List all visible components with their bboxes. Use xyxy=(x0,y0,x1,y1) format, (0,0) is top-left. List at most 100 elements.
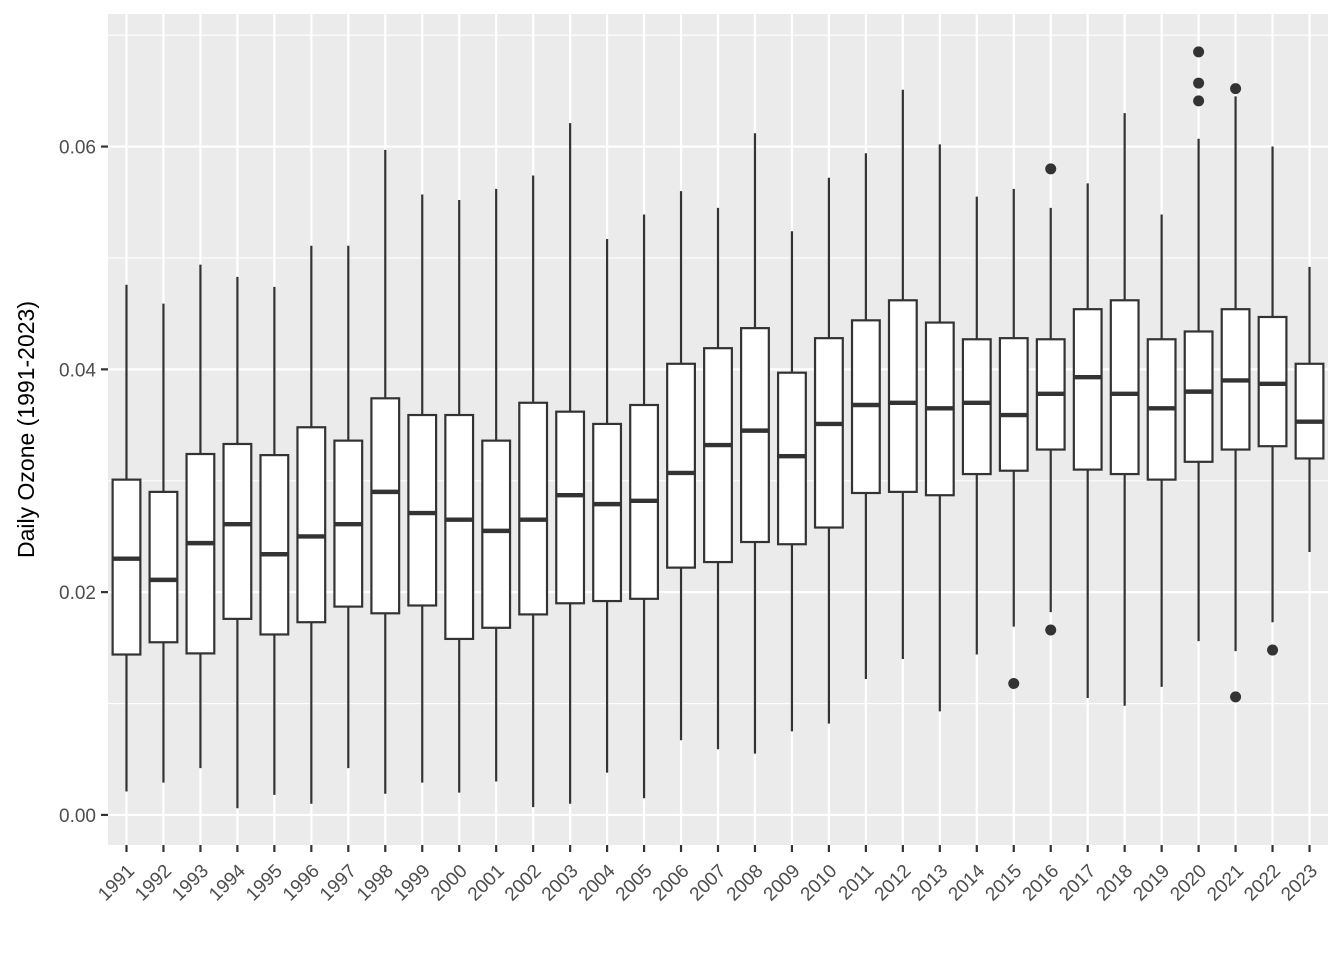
x-tick-label: 2006 xyxy=(649,861,694,906)
box-2002 xyxy=(518,175,549,808)
box-2023 xyxy=(1294,266,1325,553)
box-1998 xyxy=(370,149,401,794)
x-tick-label: 2003 xyxy=(538,861,583,906)
x-tick-label: 2015 xyxy=(982,861,1027,906)
x-tick-label: 1996 xyxy=(279,861,324,906)
box-iqr xyxy=(1294,362,1325,460)
box-2009 xyxy=(776,231,807,732)
x-tick-label: 2020 xyxy=(1166,861,1211,906)
box-2022 xyxy=(1257,146,1288,656)
x-tick-label: 2011 xyxy=(835,861,879,905)
box-iqr xyxy=(740,327,770,544)
box-iqr xyxy=(592,422,623,603)
x-axis: 1991199219931994199519961997199819992000… xyxy=(94,845,1322,905)
x-tick-label: 2014 xyxy=(945,860,990,905)
box-2003 xyxy=(555,123,586,804)
box-iqr xyxy=(111,478,142,656)
x-tick-label: 1991 xyxy=(94,861,139,906)
box-2015 xyxy=(998,188,1029,689)
x-tick-label: 2002 xyxy=(501,861,546,906)
x-tick-label: 2016 xyxy=(1019,861,1064,906)
x-tick-label: 2012 xyxy=(871,861,916,906)
box-iqr xyxy=(444,413,475,641)
box-iqr xyxy=(481,439,512,629)
box-iqr xyxy=(666,362,696,569)
x-tick-label: 2000 xyxy=(427,861,472,906)
y-tick-label: 0.00 xyxy=(59,806,96,827)
outlier-point xyxy=(1267,644,1279,656)
box-iqr xyxy=(1183,330,1214,463)
box-2017 xyxy=(1072,183,1103,698)
y-tick-label: 0.06 xyxy=(59,138,96,159)
box-2019 xyxy=(1146,214,1177,687)
box-2011 xyxy=(850,153,881,680)
box-2010 xyxy=(813,177,844,724)
box-iqr xyxy=(1109,299,1140,476)
x-tick-label: 2023 xyxy=(1277,861,1322,906)
x-tick-label: 2018 xyxy=(1092,861,1137,906)
x-tick-label: 2008 xyxy=(723,861,768,906)
x-tick-label: 1994 xyxy=(205,860,250,905)
box-iqr xyxy=(1072,308,1103,471)
outlier-point xyxy=(1008,677,1020,689)
box-1991 xyxy=(111,284,142,792)
box-iqr xyxy=(813,337,844,529)
box-2018 xyxy=(1109,113,1140,706)
x-tick-label: 2017 xyxy=(1055,861,1100,906)
outlier-point xyxy=(1230,83,1242,95)
x-tick-label: 2019 xyxy=(1129,861,1174,906)
box-iqr xyxy=(259,454,290,636)
box-iqr xyxy=(1257,315,1288,448)
x-tick-label: 1993 xyxy=(168,861,213,906)
box-1994 xyxy=(222,276,253,809)
box-iqr xyxy=(998,337,1029,472)
box-1996 xyxy=(296,245,327,804)
x-tick-label: 1998 xyxy=(353,861,398,906)
box-1997 xyxy=(333,245,364,769)
box-iqr xyxy=(555,410,586,605)
box-iqr xyxy=(296,426,327,624)
x-tick-label: 1995 xyxy=(242,861,287,906)
box-iqr xyxy=(887,299,918,493)
outlier-point xyxy=(1193,95,1205,107)
x-tick-label: 1997 xyxy=(316,861,361,906)
box-2016 xyxy=(1035,163,1066,636)
outlier-point xyxy=(1045,163,1057,175)
x-tick-label: 2004 xyxy=(575,860,620,905)
box-iqr xyxy=(407,413,438,607)
x-tick-label: 2005 xyxy=(612,861,657,906)
box-2000 xyxy=(444,200,475,793)
box-2007 xyxy=(703,207,733,750)
box-iqr xyxy=(776,371,807,546)
box-2004 xyxy=(592,239,623,773)
box-iqr xyxy=(370,397,401,615)
box-iqr xyxy=(703,347,733,564)
outlier-point xyxy=(1045,624,1057,636)
x-tick-label: 2022 xyxy=(1240,861,1285,906)
box-1992 xyxy=(148,303,179,783)
box-1995 xyxy=(259,286,290,795)
box-iqr xyxy=(222,442,253,620)
x-tick-label: 2010 xyxy=(797,861,842,906)
y-tick-label: 0.04 xyxy=(59,360,96,381)
box-2006 xyxy=(666,191,696,741)
box-2005 xyxy=(629,214,660,799)
box-iqr xyxy=(148,490,179,644)
y-axis: 0.00 0.02 0.04 0.06 xyxy=(59,138,108,827)
box-2014 xyxy=(961,196,992,655)
x-tick-label: 2001 xyxy=(464,861,509,906)
outlier-point xyxy=(1193,46,1205,58)
x-tick-label: 1999 xyxy=(390,861,435,906)
x-tick-label: 2021 xyxy=(1203,861,1248,906)
box-2020 xyxy=(1183,46,1214,642)
y-tick-label: 0.02 xyxy=(59,583,96,604)
outlier-point xyxy=(1230,691,1242,703)
box-iqr xyxy=(961,338,992,476)
x-tick-label: 2007 xyxy=(686,861,731,906)
x-tick-label: 1992 xyxy=(131,861,176,906)
box-iqr xyxy=(518,401,549,616)
box-2013 xyxy=(924,144,955,712)
outlier-point xyxy=(1193,77,1205,89)
box-2012 xyxy=(887,89,918,659)
